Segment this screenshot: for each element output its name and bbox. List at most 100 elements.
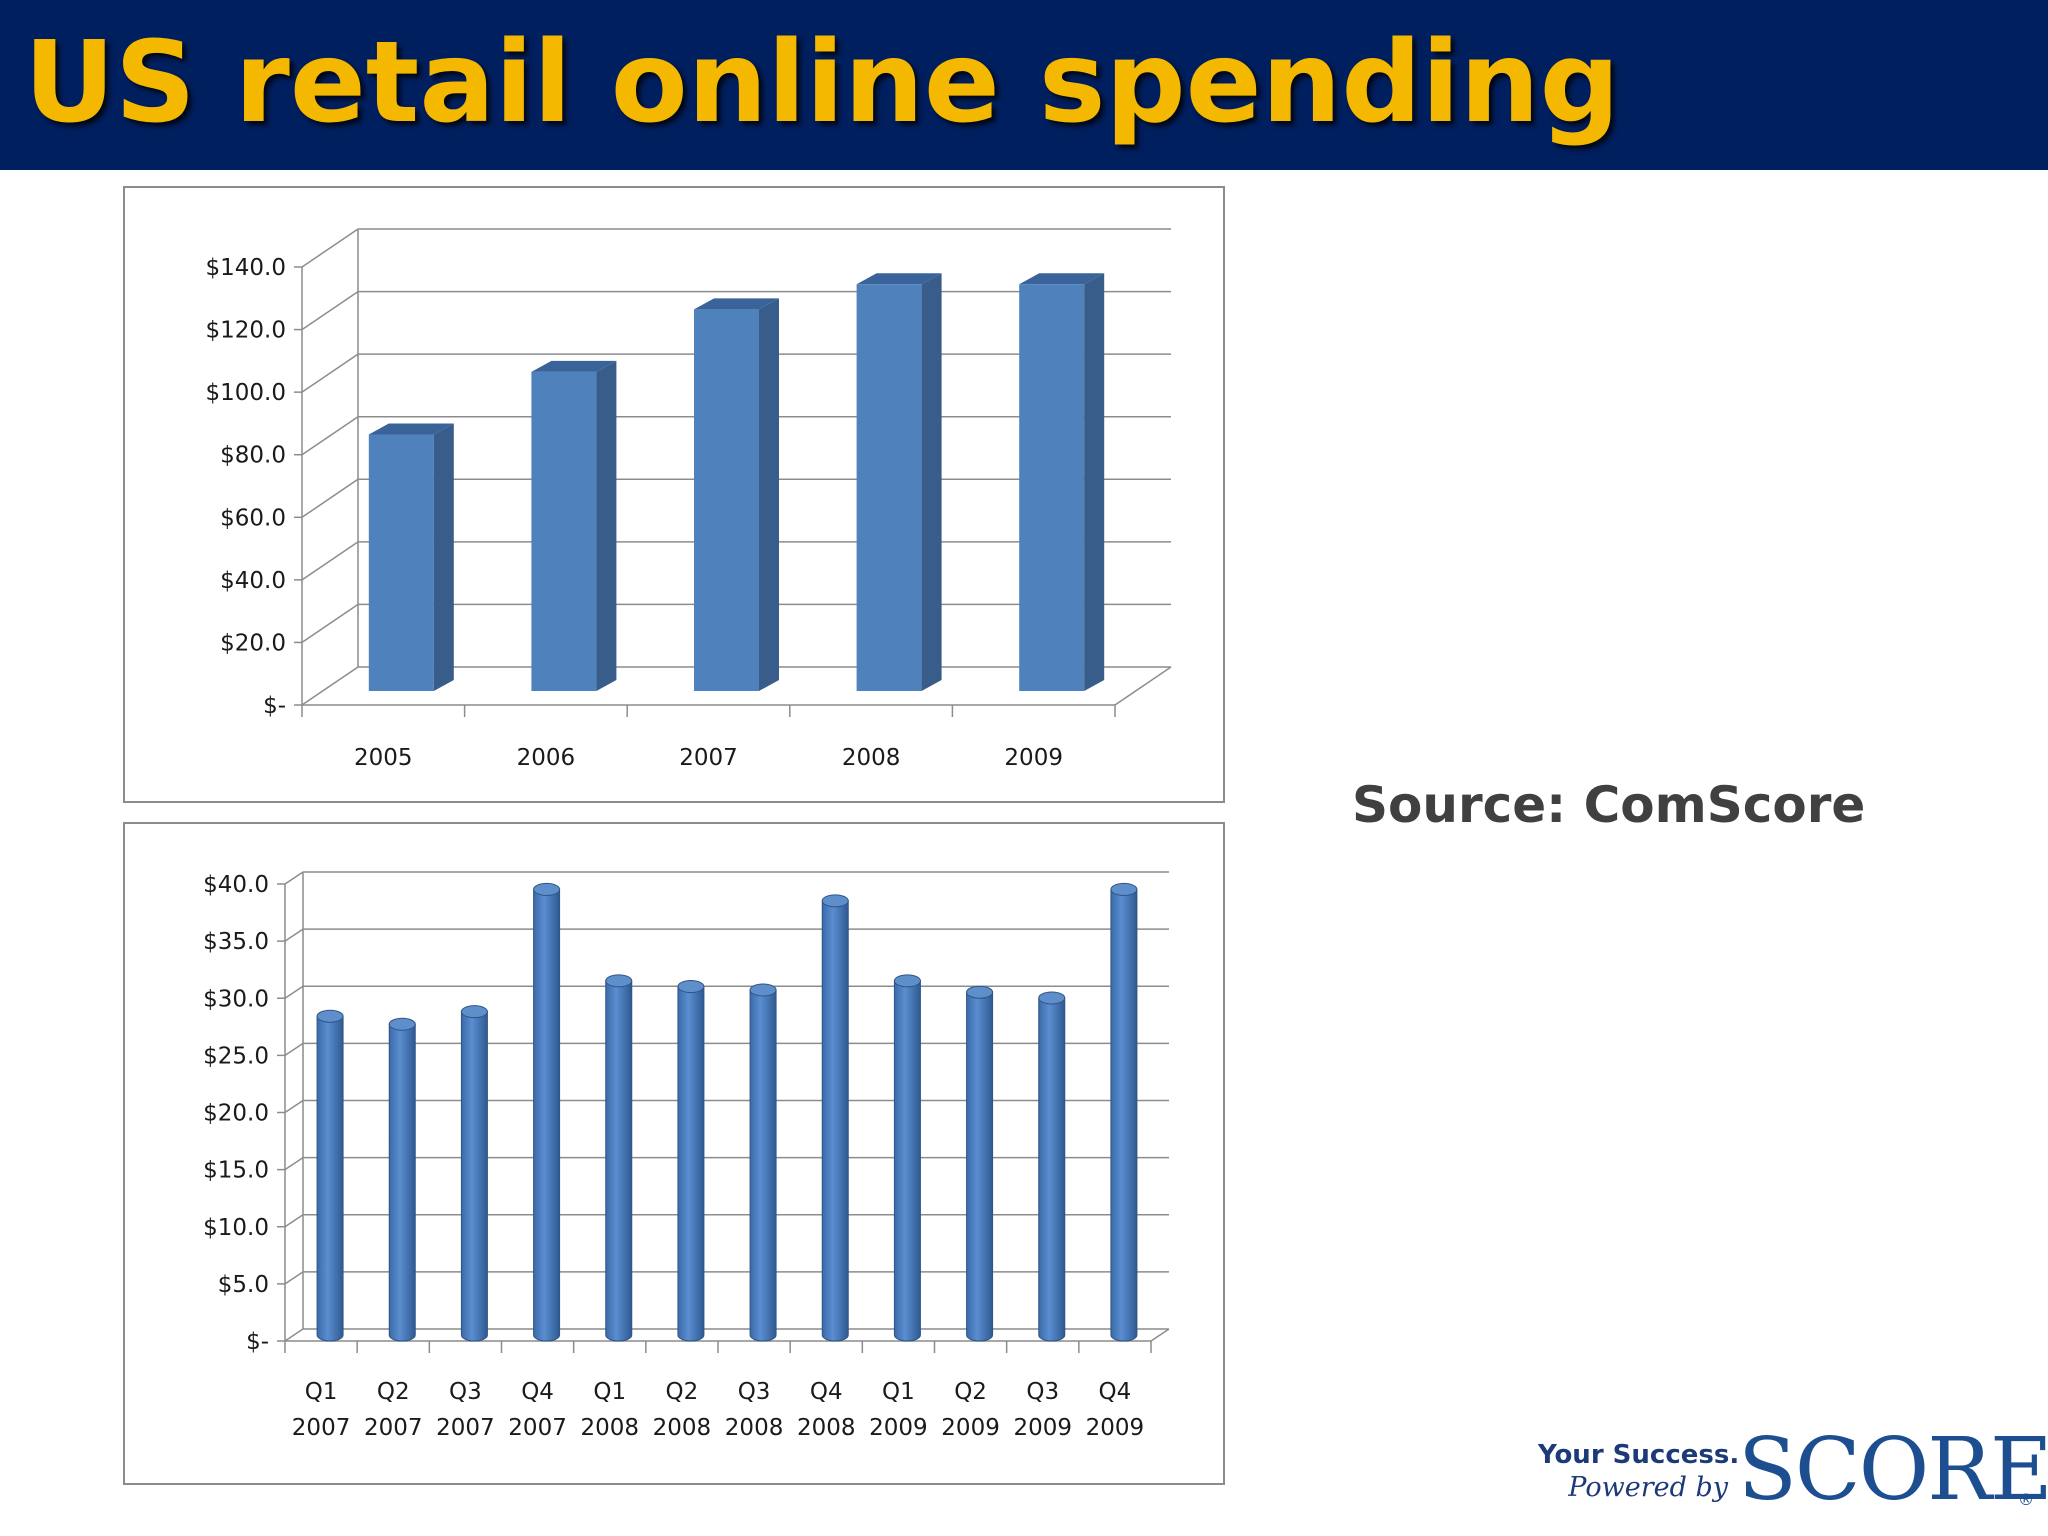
bar	[677, 986, 705, 1342]
x-category-label: 2007	[679, 745, 738, 771]
x-category-label: Q1	[882, 1379, 915, 1405]
bar	[966, 991, 994, 1342]
x-category-label: 2005	[354, 745, 413, 771]
y-tick-label: $60.0	[220, 505, 286, 531]
bar-top	[605, 974, 633, 988]
side-wall-gridline	[301, 541, 359, 581]
bar	[856, 284, 922, 691]
y-tick-label: $-	[246, 1329, 269, 1355]
y-tick-label: $35.0	[203, 929, 269, 955]
bar	[694, 309, 759, 691]
x-category-label: Q3	[449, 1379, 482, 1405]
slide-title: US retail online spending	[24, 18, 1620, 148]
bar-top	[749, 983, 777, 997]
y-tick-label: $5.0	[218, 1272, 269, 1298]
bar-top	[1110, 882, 1138, 896]
y-tick-label: $30.0	[203, 986, 269, 1012]
x-category-label: Q4	[521, 1379, 554, 1405]
bar-side	[921, 273, 942, 691]
bar	[749, 989, 777, 1342]
bar-side	[1084, 273, 1105, 691]
source-note: Source: ComScore	[1352, 776, 1866, 834]
bar-top	[821, 894, 849, 908]
bar	[1110, 888, 1138, 1342]
bar-side	[759, 298, 779, 691]
bar	[605, 980, 633, 1342]
floor-edge	[1114, 666, 1172, 706]
bar-top	[368, 423, 454, 435]
x-category-label: Q1	[305, 1379, 338, 1405]
bar	[368, 434, 434, 691]
side-wall-gridline	[284, 1042, 304, 1056]
logo-powered-by: Powered by	[1568, 1472, 1728, 1503]
x-category-label: 2008	[797, 1415, 856, 1441]
x-category-label: Q2	[954, 1379, 987, 1405]
x-category-label: 2007	[508, 1415, 567, 1441]
y-tick-label: $25.0	[203, 1043, 269, 1069]
x-category-label: 2007	[364, 1415, 423, 1441]
x-category-label: Q3	[1026, 1379, 1059, 1405]
y-tick-label: $100.0	[206, 380, 286, 406]
side-wall-gridline	[301, 290, 359, 331]
x-category-label: 2009	[1086, 1415, 1145, 1441]
bar-top	[893, 974, 921, 988]
side-wall-gridline	[301, 416, 359, 456]
side-wall-gridline	[284, 1328, 304, 1342]
score-logo: Your Success. Powered by SCORE ®	[1538, 1422, 2048, 1518]
bar	[388, 1023, 416, 1342]
x-category-label: 2008	[842, 745, 901, 771]
x-category-label: Q3	[738, 1379, 771, 1405]
bar-top	[1038, 991, 1066, 1005]
x-category-label: Q2	[666, 1379, 699, 1405]
quarterly-chart-frame: $- $5.0 $10.0 $15.0 $20.0 $25.0 $30.0 $35.0 $40.…	[123, 822, 1225, 1485]
side-wall-gridline	[301, 666, 359, 706]
side-wall-gridline	[301, 603, 359, 644]
side-wall-gridline	[284, 928, 304, 942]
bar-top	[460, 1005, 488, 1019]
y-tick-label: $15.0	[203, 1158, 269, 1184]
y-tick-label: $140.0	[206, 255, 286, 281]
bar	[460, 1011, 488, 1342]
bar-top	[316, 1009, 344, 1023]
y-tick-label: $20.0	[220, 630, 286, 656]
x-category-label: Q2	[377, 1379, 410, 1405]
logo-registered-mark: ®	[2018, 1490, 2034, 1509]
side-wall-gridline	[284, 1271, 304, 1285]
side-wall-gridline	[284, 1214, 304, 1228]
side-wall-gridline	[301, 228, 359, 268]
title-bar: US retail online spending	[0, 0, 2048, 170]
bar	[893, 980, 921, 1342]
bar-top	[533, 882, 561, 896]
bar-top	[856, 273, 942, 285]
bar	[1019, 284, 1085, 691]
side-wall-gridline	[284, 871, 304, 885]
x-category-label: Q4	[1099, 1379, 1132, 1405]
side-wall-gridline	[284, 1157, 304, 1171]
x-category-label: 2009	[941, 1415, 1000, 1441]
x-category-label: 2007	[292, 1415, 351, 1441]
y-tick-label: $10.0	[203, 1215, 269, 1241]
y-tick-label: $40.0	[220, 568, 286, 594]
y-tick-label: $20.0	[203, 1101, 269, 1127]
bar	[533, 888, 561, 1342]
x-category-label: 2008	[580, 1415, 639, 1441]
annual-chart-frame: $- $20.0 $40.0 $60.0 $80.0 $100.0 $120.0 $140.0…	[123, 186, 1225, 803]
bar-series	[316, 882, 1138, 1342]
x-category-label: 2007	[436, 1415, 495, 1441]
bar-top	[388, 1017, 416, 1031]
x-category-label: Q4	[810, 1379, 843, 1405]
bar	[1038, 997, 1066, 1342]
bar	[821, 900, 849, 1342]
bar-top	[966, 985, 994, 999]
bar-top	[694, 298, 779, 310]
logo-tagline: Your Success.	[1538, 1440, 1740, 1470]
bar-top	[677, 980, 705, 994]
annual-spending-chart: $- $20.0 $40.0 $60.0 $80.0 $100.0 $120.0 $140.0…	[206, 228, 1172, 771]
chart-grid	[277, 871, 1170, 1353]
x-category-label: 2006	[517, 745, 576, 771]
quarterly-spending-chart: $- $5.0 $10.0 $15.0 $20.0 $25.0 $30.0 $35.0 $40.…	[203, 871, 1170, 1441]
bar	[531, 371, 597, 691]
logo-brand: SCORE	[1738, 1420, 2048, 1520]
side-wall-gridline	[284, 1099, 304, 1114]
bar-top	[531, 360, 617, 372]
